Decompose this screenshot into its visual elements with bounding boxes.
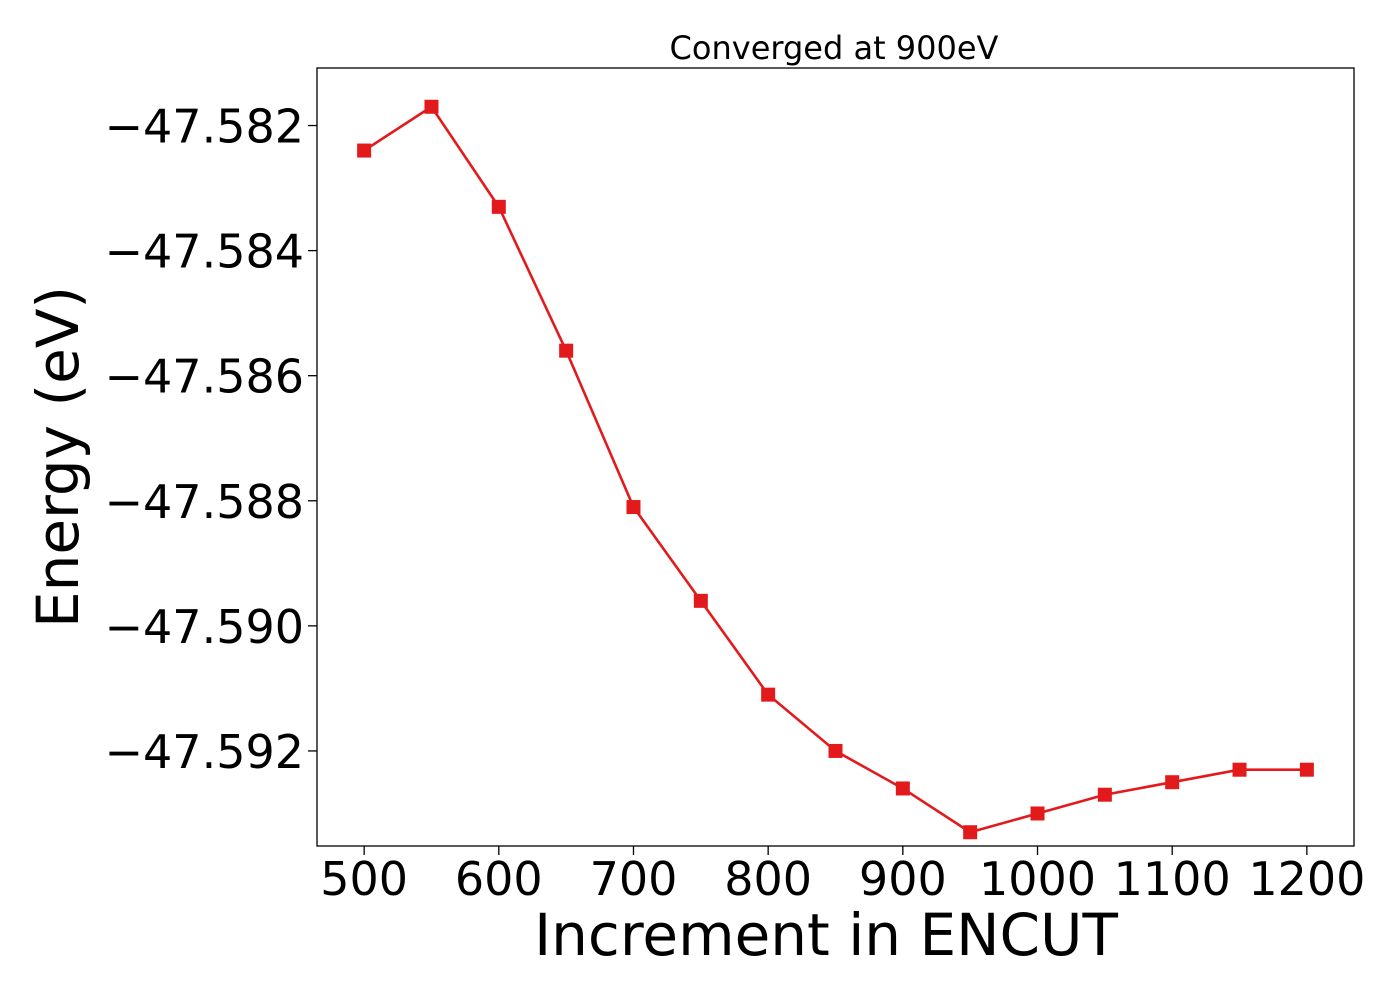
data-point-marker [1030, 806, 1045, 821]
y-tick-label: −47.582 [105, 100, 305, 154]
plot-area [357, 99, 1314, 840]
data-point-marker [895, 781, 910, 796]
y-axis-label: Energy (eV) [24, 286, 92, 628]
y-axis-ticks: −47.582 −47.584 −47.586 −47.588 −47.590 −47.5… [105, 100, 317, 779]
data-point-marker [559, 343, 574, 358]
data-point-marker [963, 825, 978, 840]
data-point-marker [1299, 762, 1314, 777]
data-point-marker [626, 500, 641, 515]
y-tick-label: −47.590 [105, 600, 305, 654]
x-axis-ticks: 500 600 700 800 900 1000 1100 1200 [320, 846, 1365, 906]
y-tick-label: −47.586 [105, 350, 305, 404]
y-tick-label: −47.584 [105, 225, 305, 279]
data-point-marker [424, 99, 439, 114]
data-point-marker [1232, 762, 1247, 777]
x-axis-label: Increment in ENCUT [534, 901, 1118, 969]
data-point-marker [761, 687, 776, 702]
x-tick-label: 700 [590, 852, 678, 906]
x-tick-label: 900 [859, 852, 947, 906]
x-tick-label: 600 [455, 852, 543, 906]
plot-frame [316, 67, 1355, 847]
chart-title: Converged at 900eV [670, 29, 999, 67]
data-point-marker [357, 143, 372, 158]
data-point-marker [828, 743, 843, 758]
x-tick-label: 1100 [1114, 852, 1231, 906]
data-point-marker [1165, 775, 1180, 790]
y-tick-label: −47.592 [105, 725, 305, 779]
x-tick-label: 1000 [979, 852, 1096, 906]
data-point-marker [491, 199, 506, 214]
data-point-marker [1097, 787, 1112, 802]
data-point-marker [693, 593, 708, 608]
y-tick-label: −47.588 [105, 475, 305, 529]
x-tick-label: 800 [724, 852, 812, 906]
x-tick-label: 1200 [1248, 852, 1365, 906]
x-tick-label: 500 [320, 852, 408, 906]
